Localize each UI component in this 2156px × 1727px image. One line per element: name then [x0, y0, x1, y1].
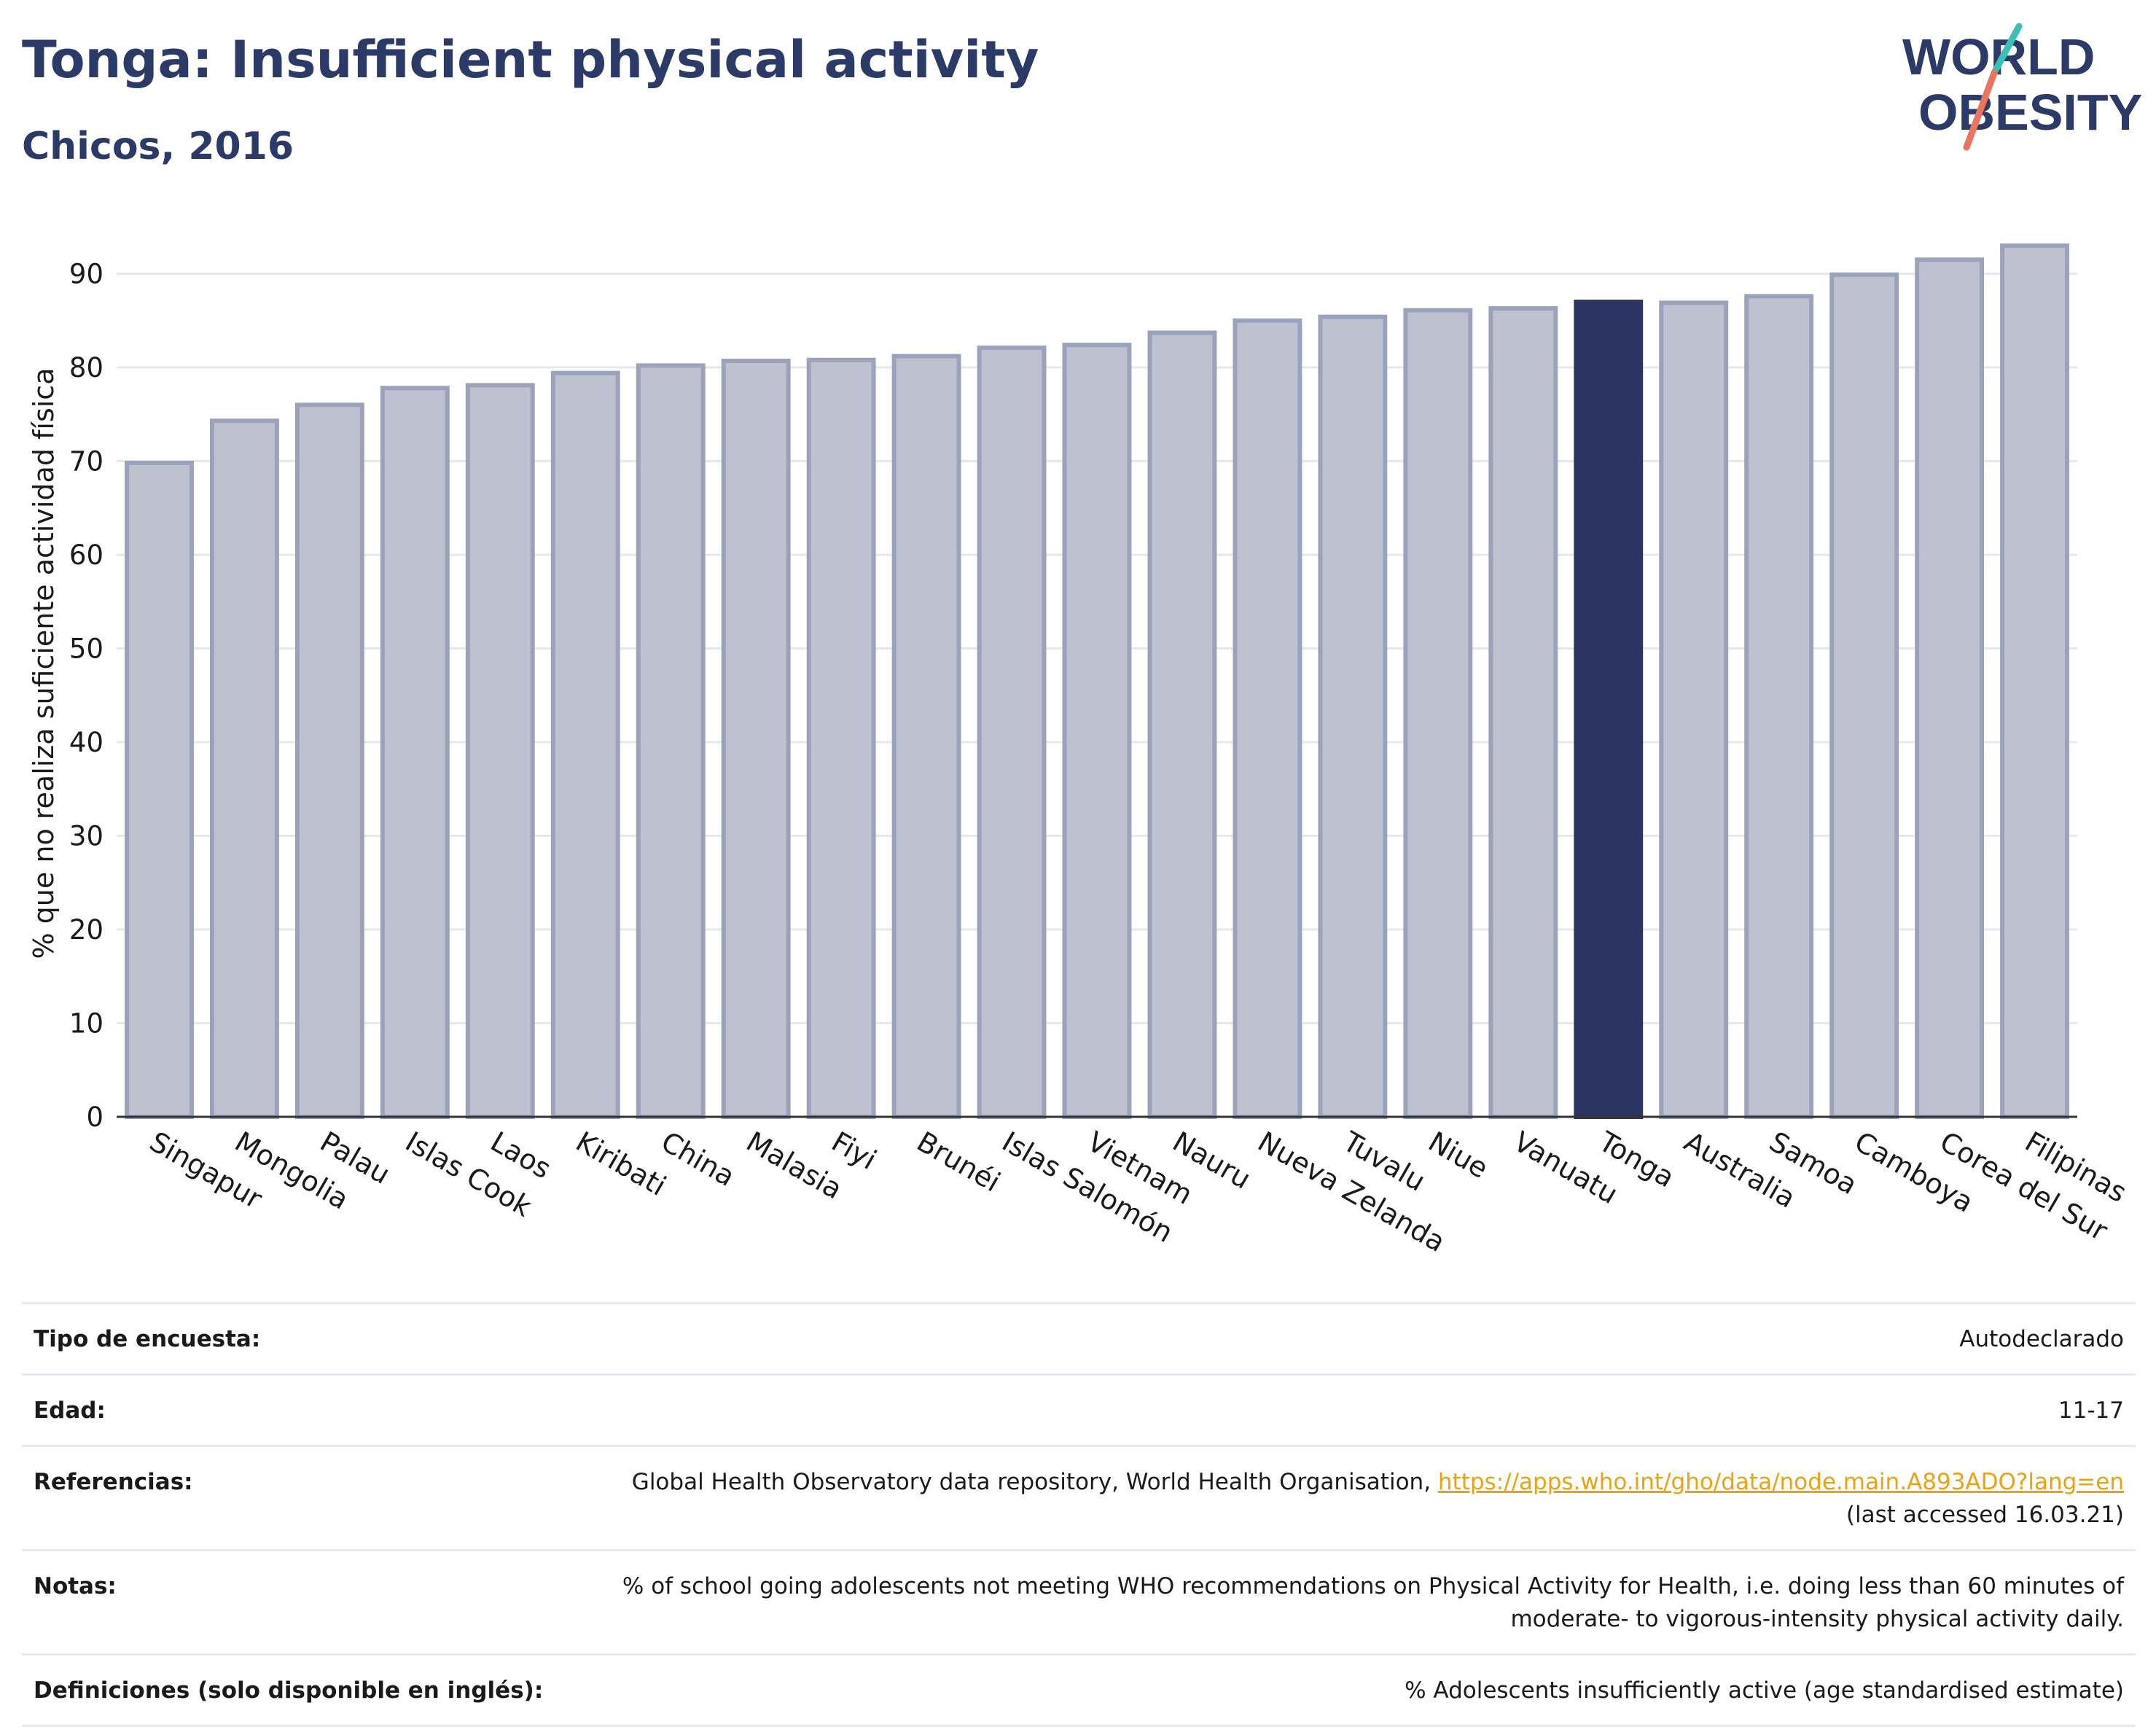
- references-label: Referencias:: [22, 1444, 587, 1551]
- y-tick-label: 0: [86, 1102, 103, 1133]
- bar-corea-del-sur: [1915, 257, 1985, 1120]
- bar-palau: [294, 402, 364, 1119]
- bar-islas-cook: [380, 386, 450, 1119]
- x-tick-label: Fiyi: [827, 1126, 882, 1176]
- references-value: Global Health Observatory data repositor…: [587, 1444, 2136, 1551]
- bar-singapur: [125, 461, 194, 1119]
- y-axis-title: % que no realiza suficiente actividad fí…: [28, 368, 60, 959]
- references-link[interactable]: https://apps.who.int/gho/data/node.main.…: [1437, 1468, 2124, 1495]
- bar-samoa: [1744, 294, 1814, 1120]
- x-tick-label: Kiribati: [571, 1126, 672, 1202]
- logo-slash-bottom: [1963, 69, 1998, 151]
- bar-australia: [1659, 300, 1729, 1120]
- survey-type-label: Tipo de encuesta:: [22, 1302, 587, 1375]
- notes-label: Notas:: [22, 1548, 587, 1655]
- y-tick-label: 10: [69, 1008, 103, 1040]
- bar-vanuatu: [1488, 306, 1558, 1119]
- bars: [125, 243, 2069, 1120]
- y-tick-label: 30: [69, 821, 103, 852]
- info-row-notes: Notas: % of school going adolescents not…: [22, 1548, 2136, 1655]
- bar-brunéi: [891, 354, 961, 1120]
- definitions-label: Definiciones (solo disponible en inglés)…: [22, 1653, 587, 1727]
- info-row-references: Referencias: Global Health Observatory d…: [22, 1444, 2136, 1551]
- x-tick-label: Brunéi: [912, 1126, 1006, 1198]
- definitions-value: % Adolescents insufficiently active (age…: [587, 1653, 2136, 1727]
- bar-malasia: [721, 359, 791, 1119]
- y-tick-label: 20: [69, 914, 103, 946]
- world-obesity-logo: WORLD OBESITY: [1902, 23, 2142, 151]
- info-row-definitions: Definiciones (solo disponible en inglés)…: [22, 1653, 2136, 1727]
- bar-mongolia: [209, 418, 279, 1119]
- references-accessed: (last accessed 16.03.21): [1846, 1501, 2124, 1528]
- info-row-survey: Tipo de encuesta: Autodeclarado: [22, 1302, 2136, 1375]
- x-tick-label: Niue: [1423, 1126, 1493, 1185]
- logo-text-world: WORLD: [1902, 28, 2095, 85]
- y-tick-label: 60: [69, 539, 103, 571]
- notes-value: % of school going adolescents not meetin…: [587, 1548, 2136, 1655]
- y-tick-label: 50: [69, 634, 103, 665]
- bar-nauru: [1147, 330, 1217, 1120]
- bar-china: [636, 363, 706, 1119]
- y-tick-label: 70: [69, 446, 103, 477]
- y-tick-label: 40: [69, 727, 103, 758]
- y-tick-label: 80: [69, 352, 103, 383]
- bar-nueva-zelanda: [1233, 318, 1302, 1119]
- x-tick-label: Malasia: [741, 1126, 848, 1206]
- age-label: Edad:: [22, 1373, 587, 1446]
- bar-filipinas: [2000, 243, 2069, 1120]
- bar-camboya: [1829, 272, 1899, 1119]
- info-table: Tipo de encuesta: Autodeclarado Edad: 11…: [22, 1302, 2136, 1727]
- logo-text-obesity: OBESITY: [1918, 84, 2142, 141]
- bar-tuvalu: [1318, 314, 1388, 1119]
- logo-slash-top: [1991, 23, 2023, 77]
- y-tick-label: 90: [69, 259, 103, 290]
- bar-vietnam: [1062, 343, 1132, 1119]
- chart-subtitle: Chicos, 2016: [22, 125, 294, 168]
- bar-kiribati: [550, 370, 620, 1119]
- survey-type-value: Autodeclarado: [587, 1302, 2136, 1375]
- chart-title: Tonga: Insufficient physical activity: [22, 30, 1039, 90]
- bar-laos: [465, 383, 535, 1119]
- bar-islas-salomón: [977, 346, 1047, 1119]
- bar-niue: [1403, 308, 1473, 1119]
- bar-fiyi: [806, 357, 876, 1120]
- x-tick-label: China: [656, 1126, 741, 1193]
- references-text: Global Health Observatory data repositor…: [631, 1468, 1438, 1495]
- age-value: 11-17: [587, 1373, 2136, 1446]
- info-row-age: Edad: 11-17: [22, 1373, 2136, 1446]
- bar-tonga: [1574, 300, 1644, 1119]
- y-axis-ticks: 0 10 20 30 40 50 60 70 80 90: [69, 259, 103, 1134]
- bar-chart: 0 10 20 30 40 50 60 70 80 90 SingapurMongoliaPala…: [28, 243, 2132, 1258]
